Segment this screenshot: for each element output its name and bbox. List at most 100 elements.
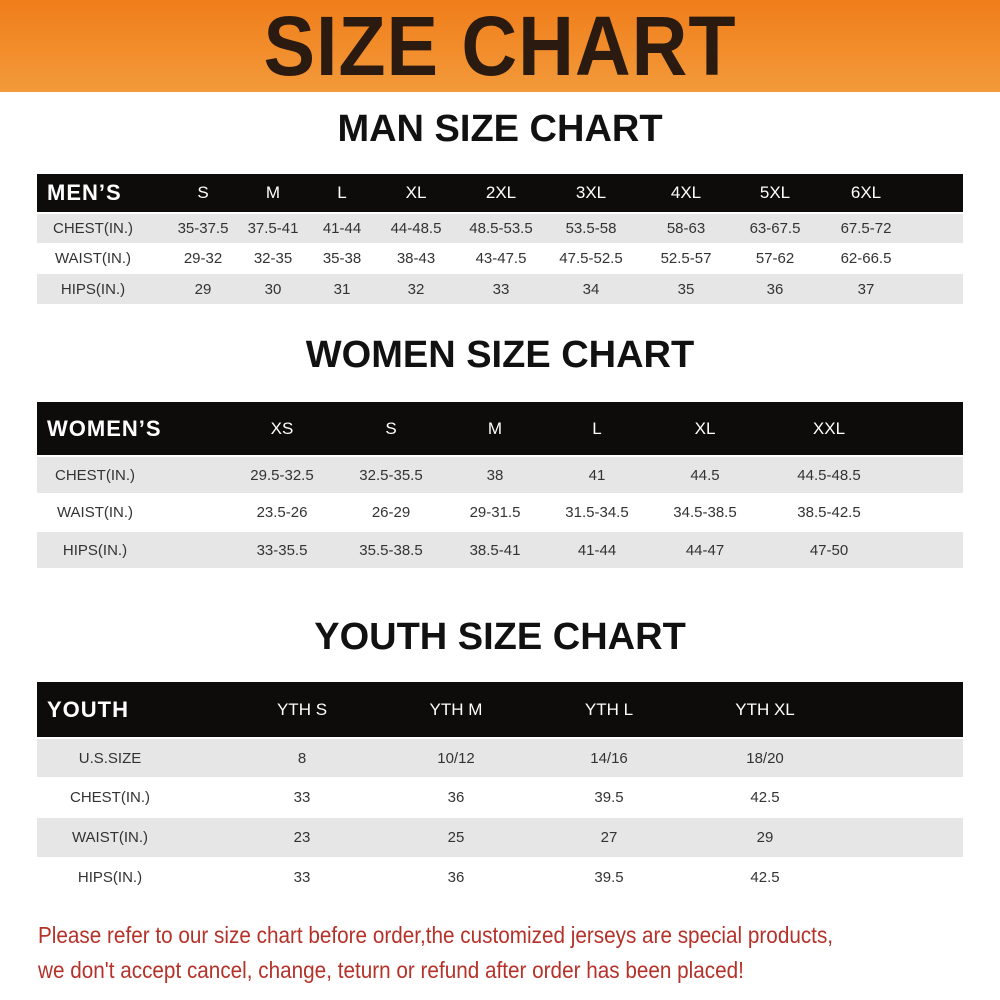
- size-header-cell: XS: [270, 418, 294, 438]
- men-title: MAN SIZE CHART: [337, 108, 663, 150]
- measurement-value: 41-44: [322, 220, 362, 237]
- measurement-value: 23.5-26: [256, 503, 308, 521]
- youth-title: YOUTH SIZE CHART: [314, 616, 686, 658]
- table-header-row: MEN’S S M L XL 2XL 3XL 4XL 5XL 6XL: [37, 174, 963, 212]
- measurement-value: 32.5-35.5: [359, 466, 423, 484]
- measurement-value: 38: [486, 466, 504, 484]
- table-row: CHEST(IN.) 29.5-32.5 32.5-35.5 38 41 44.5 44.5…: [37, 457, 963, 493]
- measurement-value: 47-50: [809, 541, 849, 559]
- measurement-value: 52.5-57: [660, 250, 712, 267]
- table-header-label: WOMEN’S: [47, 415, 162, 441]
- measurement-value: 34: [582, 280, 600, 298]
- measurement-value: 33: [293, 869, 311, 886]
- measurement-value: 29-32: [183, 250, 223, 267]
- measurement-value: 42.5: [750, 869, 780, 886]
- measurement-value: 43-47.5: [475, 250, 527, 267]
- measurement-value: 44.5-48.5: [797, 466, 861, 484]
- measurement-value: 41-44: [577, 541, 617, 559]
- notice-line-2: we don't accept cancel, change, teturn o…: [38, 957, 744, 983]
- size-header-cell: 4XL: [670, 183, 702, 202]
- measurement-value: 32-35: [253, 250, 293, 267]
- measurement-value: 33: [492, 280, 510, 298]
- table-header-label: YOUTH: [47, 696, 129, 722]
- table-row: U.S.SIZE 8 10/12 14/16 18/20: [37, 739, 963, 777]
- measurement-value: 30: [264, 280, 282, 298]
- size-header-cell: YTH M: [429, 699, 483, 719]
- measurement-value: 39.5: [594, 789, 624, 806]
- measurement-value: 38.5-42.5: [797, 503, 861, 521]
- measurement-value: 29.5-32.5: [250, 466, 314, 484]
- size-header-cell: M: [265, 183, 281, 202]
- size-header-cell: XL: [405, 183, 427, 202]
- table-row: WAIST(IN.) 23 25 27 29: [37, 818, 963, 857]
- size-header-cell: 2XL: [485, 183, 517, 202]
- measurement-value: 33-35.5: [256, 541, 308, 559]
- measurement-value: 41: [588, 466, 606, 484]
- table-row: WAIST(IN.) 29-32 32-35 35-38 38-43 43-47.5 47.…: [37, 244, 963, 273]
- banner: SIZE CHART: [0, 0, 1000, 93]
- measurement-value: 34.5-38.5: [673, 503, 737, 521]
- measurement-label: HIPS(IN.): [77, 869, 143, 886]
- size-header-cell: S: [385, 418, 397, 438]
- women-title: WOMEN SIZE CHART: [305, 334, 695, 376]
- table-header-row: WOMEN’S XS S M L XL XXL: [37, 402, 963, 455]
- measurement-value: 36: [447, 789, 465, 806]
- measurement-value: 25: [447, 829, 465, 846]
- measurement-value: 29-31.5: [469, 503, 521, 521]
- measurement-value: 26-29: [371, 503, 411, 521]
- measurement-label: CHEST(IN.): [55, 466, 135, 484]
- table-row: CHEST(IN.) 35-37.5 37.5-41 41-44 44-48.5 48.5…: [37, 214, 963, 243]
- measurement-value: 67.5-72: [840, 220, 892, 237]
- table-row: HIPS(IN.) 33 36 39.5 42.5: [37, 858, 963, 897]
- measurement-value: 63-67.5: [749, 220, 801, 237]
- measurement-value: 44.5: [690, 466, 720, 484]
- measurement-label: U.S.SIZE: [78, 749, 142, 767]
- measurement-value: 35-37.5: [177, 220, 229, 237]
- measurement-value: 35.5-38.5: [359, 541, 423, 559]
- measurement-value: 35: [677, 280, 695, 298]
- banner-title: SIZE CHART: [263, 0, 737, 93]
- measurement-value: 39.5: [594, 869, 624, 886]
- table-header-row: YOUTH YTH S YTH M YTH L YTH XL: [37, 682, 963, 737]
- table-row: CHEST(IN.) 33 36 39.5 42.5: [37, 778, 963, 817]
- measurement-value: 31.5-34.5: [565, 503, 629, 521]
- measurement-value: 33: [293, 789, 311, 806]
- measurement-value: 62-66.5: [840, 250, 892, 267]
- table-row: WAIST(IN.) 23.5-26 26-29 29-31.5 31.5-34.5 34…: [37, 494, 963, 530]
- measurement-value: 29: [756, 829, 774, 846]
- size-header-cell: XL: [694, 418, 716, 438]
- measurement-value: 10/12: [437, 749, 475, 767]
- size-header-cell: L: [337, 183, 347, 202]
- measurement-label: WAIST(IN.): [54, 250, 132, 267]
- table-header-label: MEN’S: [47, 180, 122, 205]
- size-header-cell: YTH S: [276, 699, 328, 719]
- size-header-cell: YTH XL: [735, 699, 795, 719]
- measurement-value: 31: [333, 280, 351, 298]
- measurement-value: 42.5: [750, 789, 780, 806]
- measurement-value: 27: [600, 829, 618, 846]
- measurement-value: 32: [407, 280, 425, 298]
- measurement-value: 44-48.5: [390, 220, 442, 237]
- measurement-value: 37: [857, 280, 875, 298]
- table-row: HIPS(IN.) 29 30 31 32 33 34 35 36 37: [37, 274, 963, 304]
- measurement-value: 48.5-53.5: [469, 220, 533, 237]
- measurement-value: 14/16: [590, 749, 628, 767]
- measurement-value: 38-43: [396, 250, 436, 267]
- measurement-label: HIPS(IN.): [62, 541, 128, 559]
- measurement-label: CHEST(IN.): [53, 220, 133, 237]
- measurement-label: WAIST(IN.): [71, 829, 149, 846]
- measurement-label: WAIST(IN.): [56, 503, 134, 521]
- size-header-cell: S: [197, 183, 209, 202]
- measurement-label: CHEST(IN.): [70, 789, 150, 806]
- measurement-value: 37.5-41: [247, 220, 299, 237]
- measurement-value: 36: [766, 280, 784, 298]
- measurement-value: 18/20: [746, 749, 784, 767]
- table-row: HIPS(IN.) 33-35.5 35.5-38.5 38.5-41 41-44 44-…: [37, 532, 963, 568]
- size-header-cell: XXL: [812, 418, 846, 438]
- measurement-value: 57-62: [755, 250, 795, 267]
- measurement-value: 35-38: [322, 250, 362, 267]
- measurement-value: 29: [194, 280, 212, 298]
- measurement-value: 38.5-41: [469, 541, 521, 559]
- measurement-value: 53.5-58: [565, 220, 617, 237]
- measurement-value: 44-47: [685, 541, 725, 559]
